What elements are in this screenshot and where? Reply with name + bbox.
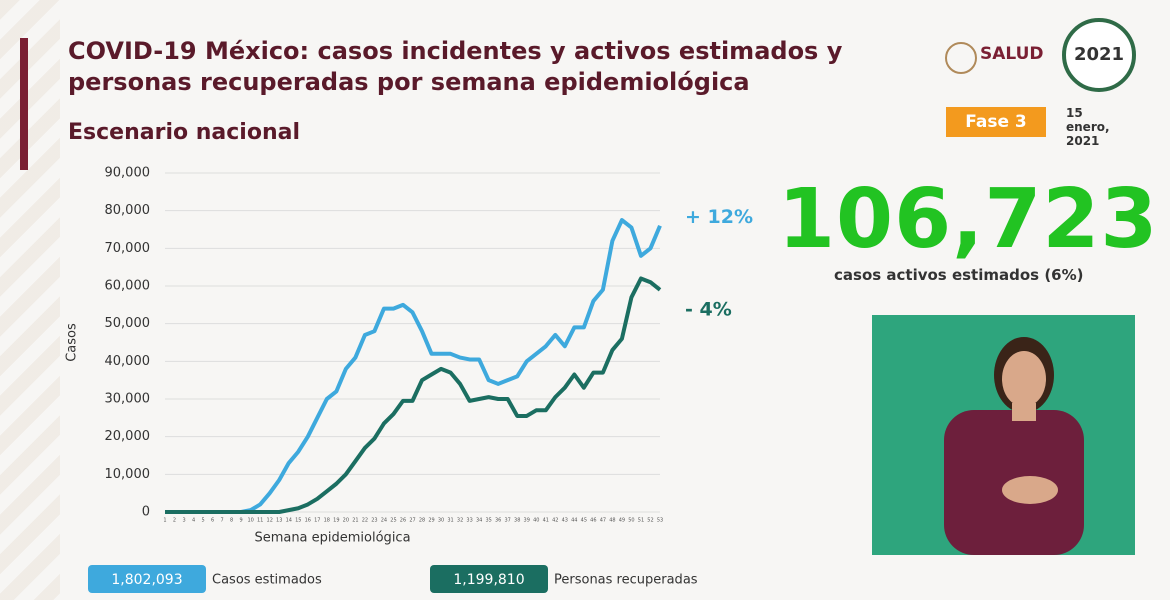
x-tick-label: 51 [638, 518, 644, 524]
x-tick-label: 24 [381, 518, 387, 524]
phase-badge: Fase 3 [946, 107, 1046, 137]
x-tick-label: 2 [173, 518, 176, 524]
y-tick-label: 30,000 [105, 392, 151, 407]
x-tick-label: 29 [428, 518, 434, 524]
y-axis-label: Casos [65, 323, 80, 362]
highlight-caption: casos activos estimados (6%) [834, 266, 1084, 284]
x-tick-label: 41 [543, 518, 549, 524]
seal [945, 42, 977, 74]
x-tick-label: 34 [476, 518, 482, 524]
x-tick-label: 31 [447, 518, 453, 524]
y-tick-label: 60,000 [105, 279, 151, 294]
x-tick-label: 23 [371, 518, 377, 524]
x-tick-label: 13 [276, 518, 282, 524]
x-tick-label: 20 [343, 518, 349, 524]
x-tick-label: 7 [221, 518, 224, 524]
x-tick-label: 39 [524, 518, 530, 524]
x-tick-label: 25 [390, 518, 396, 524]
x-tick-label: 53 [657, 518, 663, 524]
legend-label: Casos estimados [212, 573, 322, 588]
x-tick-label: 9 [240, 518, 243, 524]
legend-swatch [430, 565, 548, 593]
x-tick-label: 19 [333, 518, 339, 524]
y-tick-label: 40,000 [105, 354, 151, 369]
x-tick-label: 8 [230, 518, 233, 524]
series-line [165, 276, 662, 514]
x-axis-label: Semana epidemiológica [254, 531, 410, 546]
series-line [165, 218, 662, 514]
x-tick-label: 36 [495, 518, 501, 524]
x-tick-label: 5 [201, 518, 204, 524]
legend-label: Personas recuperadas [554, 573, 698, 588]
y-tick-label: 50,000 [105, 316, 151, 331]
title: COVID-19 México: casos incidentes y acti… [68, 37, 843, 96]
y-tick-label: 70,000 [105, 241, 151, 256]
y-tick-label: 10,000 [105, 467, 151, 482]
x-tick-label: 52 [647, 518, 653, 524]
x-tick-label: 32 [457, 518, 463, 524]
y-tick-label: 80,000 [105, 203, 151, 218]
x-tick-label: 44 [571, 518, 577, 524]
highlight-value: 106,723 [778, 172, 1159, 267]
x-tick-label: 40 [533, 518, 539, 524]
pattern [0, 0, 60, 600]
x-tick-label: 47 [600, 518, 606, 524]
x-tick-label: 46 [590, 518, 596, 524]
x-tick-label: 45 [581, 518, 587, 524]
change-label: + 12% [685, 206, 753, 228]
x-tick-label: 27 [409, 518, 415, 524]
date: 15 enero, 2021 [1066, 106, 1110, 148]
x-tick-label: 14 [286, 518, 292, 524]
x-tick-label: 26 [400, 518, 406, 524]
x-tick-label: 1 [163, 518, 166, 524]
x-tick-label: 17 [314, 518, 320, 524]
accent-bar [20, 38, 28, 170]
x-tick-label: 22 [362, 518, 368, 524]
interpreter-video [872, 315, 1135, 555]
x-tick-label: 3 [182, 518, 185, 524]
legend-total: 1,199,810 [453, 572, 524, 588]
x-tick-label: 33 [466, 518, 472, 524]
y-tick-label: 20,000 [105, 429, 151, 444]
x-tick-label: 4 [192, 518, 195, 524]
x-tick-label: 49 [619, 518, 625, 524]
x-tick-label: 18 [324, 518, 330, 524]
x-tick-label: 28 [419, 518, 425, 524]
x-tick-label: 43 [562, 518, 568, 524]
logo-text: SALUD [980, 44, 1044, 64]
x-tick-label: 6 [211, 518, 214, 524]
year-logo: 2021 [1062, 18, 1136, 92]
x-tick-label: 10 [247, 518, 253, 524]
x-tick-label: 30 [438, 518, 444, 524]
x-tick-label: 35 [485, 518, 491, 524]
x-tick-label: 16 [305, 518, 311, 524]
subtitle: Escenario nacional [68, 120, 301, 145]
x-tick-label: 11 [257, 518, 263, 524]
x-tick-label: 21 [352, 518, 358, 524]
x-tick-label: 48 [609, 518, 615, 524]
x-tick-label: 37 [505, 518, 511, 524]
legend-swatch [88, 565, 206, 593]
change-label: - 4% [685, 298, 732, 320]
y-tick-label: 90,000 [105, 166, 151, 181]
x-tick-label: 12 [267, 518, 273, 524]
x-tick-label: 42 [552, 518, 558, 524]
x-tick-label: 38 [514, 518, 520, 524]
x-tick-label: 15 [295, 518, 301, 524]
y-tick-label: 0 [142, 505, 150, 520]
legend-total: 1,802,093 [111, 572, 182, 588]
x-tick-label: 50 [628, 518, 634, 524]
